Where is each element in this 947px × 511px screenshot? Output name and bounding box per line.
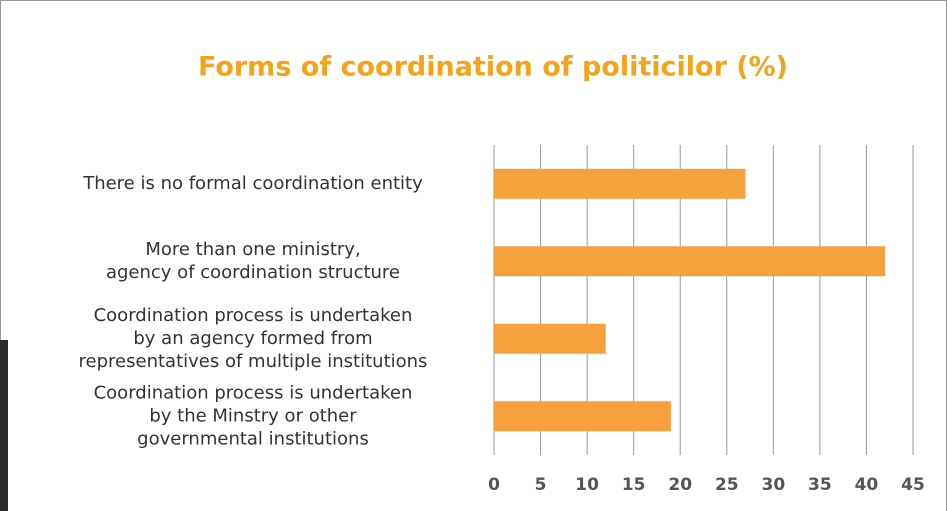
bar <box>494 168 746 199</box>
label-line: agency of coordination structure <box>106 262 400 283</box>
label-line: representatives of multiple institutions <box>79 351 428 372</box>
label-line: There is no formal coordination entity <box>82 173 423 194</box>
bar <box>494 323 606 354</box>
chart-title: Forms of coordination of politicilor (%) <box>198 52 788 83</box>
y-tick-label: Coordination process is undertaken by the… <box>94 382 413 449</box>
side-strip <box>0 340 8 511</box>
label-line: governmental institutions <box>137 428 369 449</box>
label-line: Coordination process is undertaken <box>94 382 413 403</box>
x-tick-label: 0 <box>488 475 500 495</box>
y-tick-label: Coordination process is undertaken by an … <box>79 305 428 372</box>
x-tick-label: 15 <box>622 475 646 495</box>
label-line: by the Minstry or other <box>149 405 357 426</box>
label-line: by an agency formed from <box>133 328 372 349</box>
x-tick-label: 5 <box>535 475 547 495</box>
x-tick-label: 30 <box>761 475 785 495</box>
x-tick-label: 25 <box>715 475 739 495</box>
label-line: More than one ministry, <box>145 239 360 260</box>
label-line: Coordination process is undertaken <box>94 305 413 326</box>
y-tick-label: More than one ministry, agency of coordin… <box>106 239 400 283</box>
bar <box>494 246 886 277</box>
bar <box>494 401 671 432</box>
y-tick-label: There is no formal coordination entity <box>82 173 423 194</box>
x-tick-label: 10 <box>575 475 599 495</box>
x-tick-label: 35 <box>808 475 832 495</box>
x-tick-label: 45 <box>901 475 925 495</box>
x-tick-label: 40 <box>855 475 879 495</box>
x-tick-label: 20 <box>668 475 692 495</box>
